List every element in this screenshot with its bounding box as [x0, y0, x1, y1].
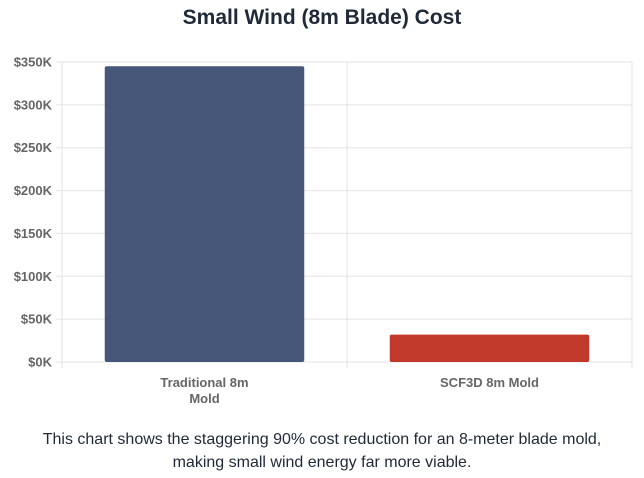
y-tick-label: $350K [14, 55, 53, 70]
y-tick-label: $150K [14, 226, 53, 241]
chart-title: Small Wind (8m Blade) Cost [182, 6, 462, 29]
y-tick-label: $200K [14, 183, 53, 198]
caption-line-2: making small wind energy far more viable… [172, 454, 472, 471]
bar [389, 334, 590, 362]
caption-line-1: This chart shows the staggering 90% cost… [42, 431, 602, 448]
chart-caption: This chart shows the staggering 90% cost… [0, 428, 644, 474]
x-tick-label: Traditional 8m [160, 375, 248, 390]
y-tick-label: $250K [14, 140, 53, 155]
bar [104, 66, 305, 363]
y-tick-label: $300K [14, 97, 53, 112]
x-tick-label: SCF3D 8m Mold [440, 375, 539, 390]
y-tick-label: $100K [14, 269, 53, 284]
y-tick-label: $0K [28, 355, 52, 370]
y-axis-ticks: $0K $50K $100K $150K $200K $250K $300K $350K [14, 55, 53, 370]
bar-chart: $0K $50K $100K $150K $200K $250K $300K $350K Tr… [14, 55, 633, 406]
x-tick-label: Mold [189, 391, 219, 406]
bars [104, 66, 590, 363]
y-tick-label: $50K [21, 312, 53, 327]
